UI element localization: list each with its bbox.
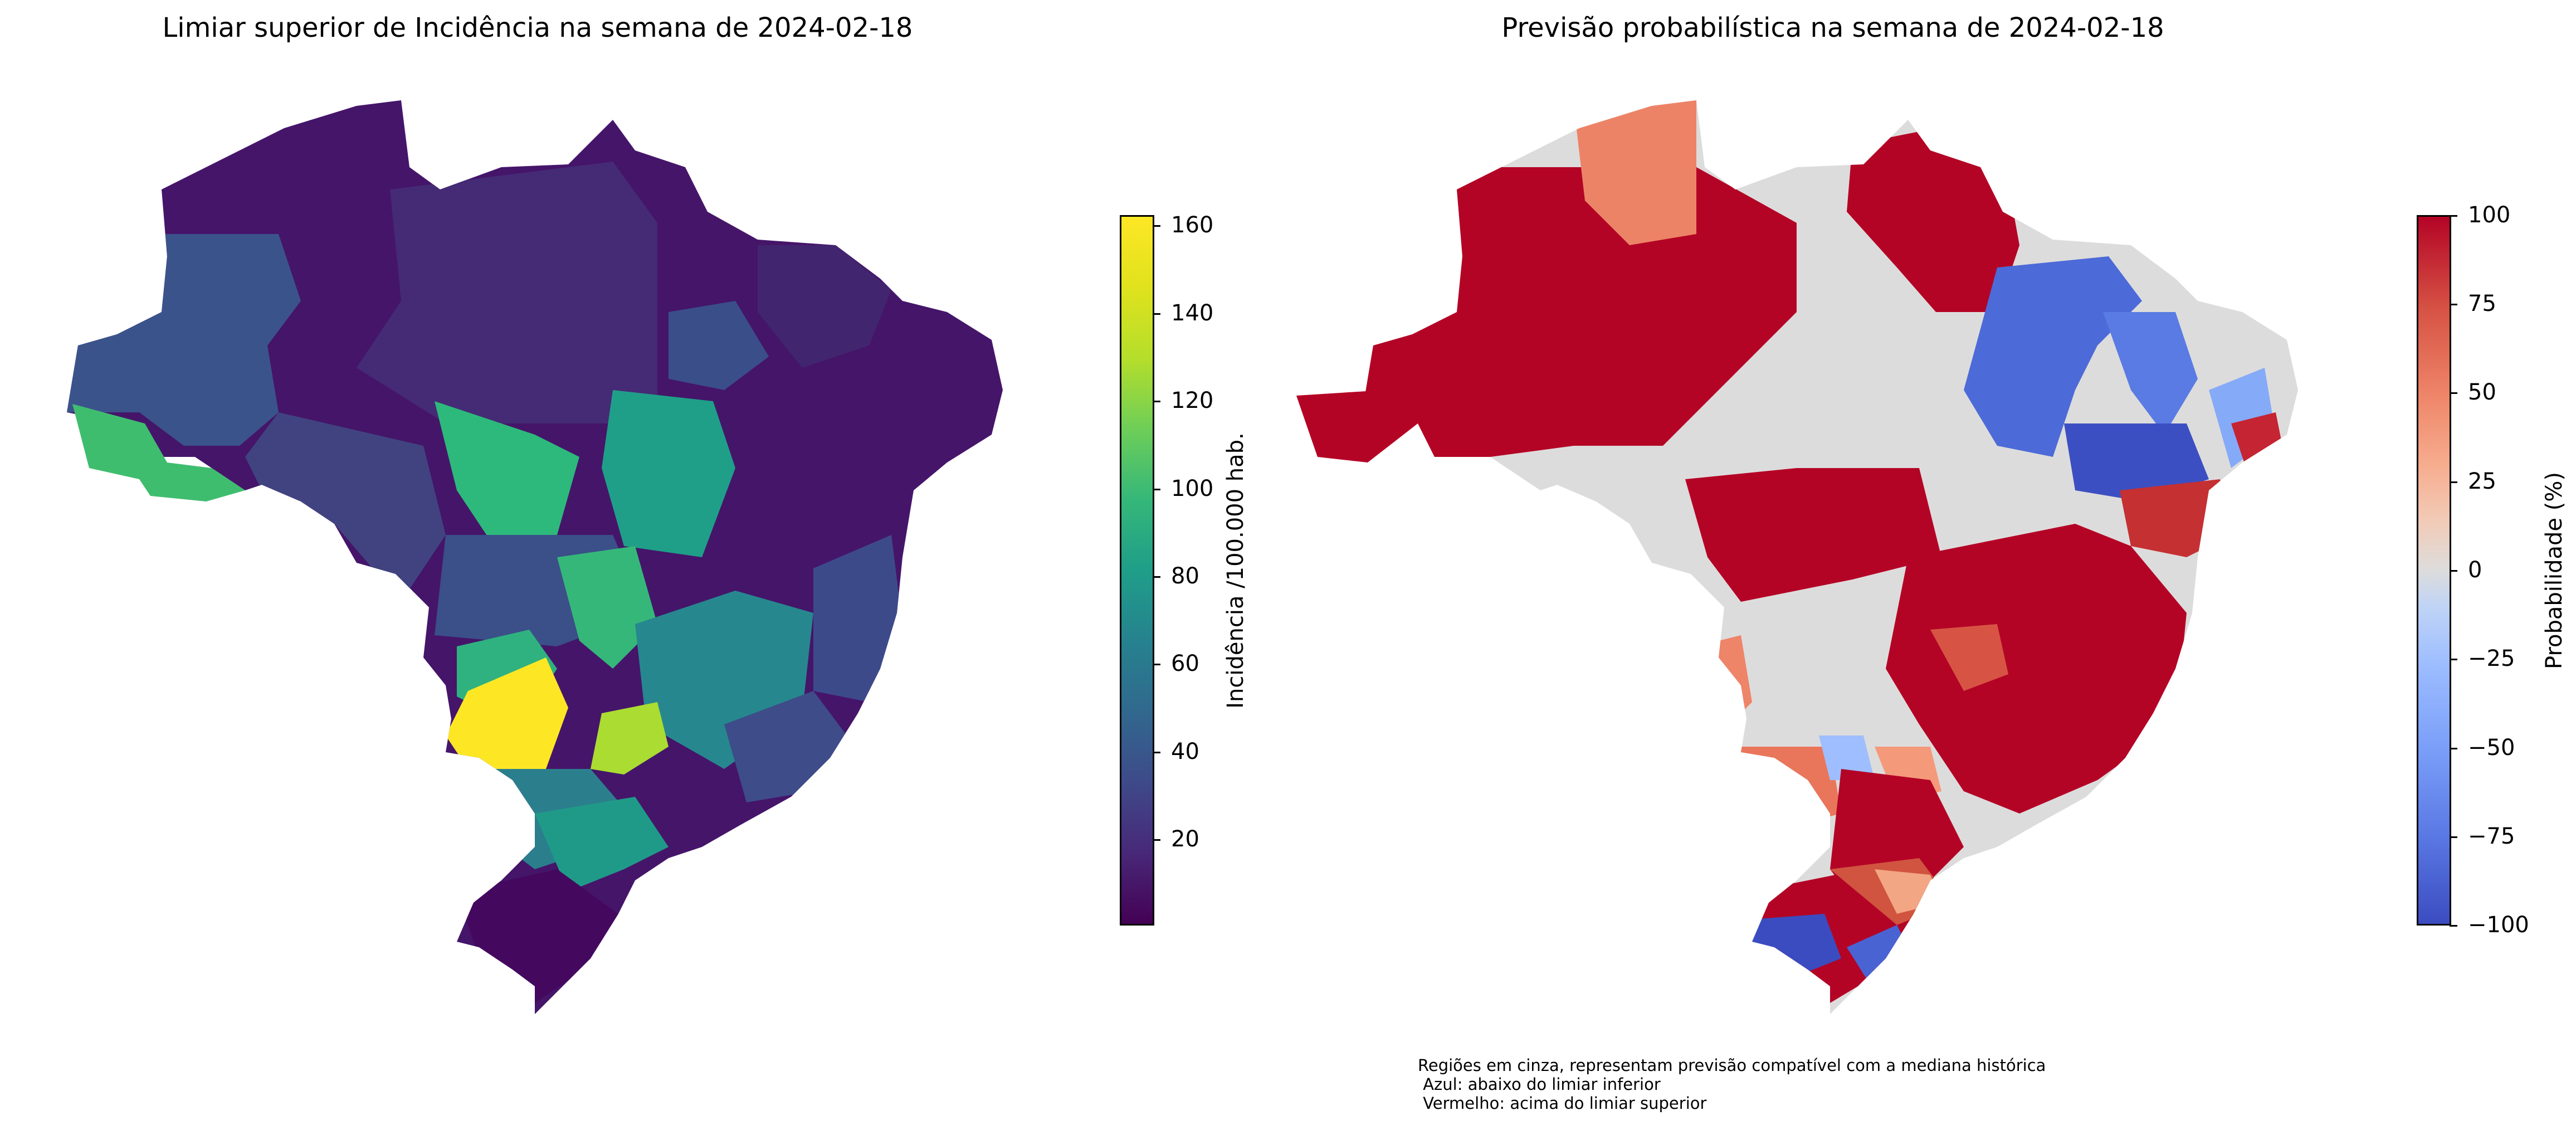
incidence-colorbar <box>1120 215 1154 926</box>
colorbar-tick-label: −50 <box>2468 735 2515 761</box>
colorbar-tick <box>1153 489 1160 490</box>
colorbar-tick-label: 100 <box>2468 202 2511 228</box>
incidence-colorbar-label: Incidência /100.000 hab. <box>1223 432 1248 709</box>
colorbar-tick <box>1153 576 1160 578</box>
colorbar-tick-label: 0 <box>2468 557 2482 583</box>
colorbar-tick-label: −75 <box>2468 824 2515 849</box>
colorbar-tick <box>1153 313 1160 315</box>
left-brazil-map <box>67 100 1003 1014</box>
colorbar-tick <box>2450 925 2457 927</box>
colorbar-tick <box>2450 659 2457 660</box>
colorbar-tick-label: 50 <box>2468 379 2496 405</box>
colorbar-tick <box>1153 225 1160 227</box>
colorbar-tick-label: 25 <box>2468 469 2496 494</box>
colorbar-tick-label: 100 <box>1171 476 1214 501</box>
colorbar-tick-label: 20 <box>1171 826 1199 852</box>
colorbar-tick <box>1153 401 1160 402</box>
colorbar-tick <box>2450 304 2457 305</box>
colorbar-tick-label: 80 <box>1171 563 1199 589</box>
colorbar-tick <box>2450 392 2457 394</box>
right-map-title: Previsão probabilística na semana de 202… <box>1501 12 2164 43</box>
colorbar-tick <box>2450 481 2457 483</box>
left-map-title: Limiar superior de Incidência na semana … <box>162 12 913 43</box>
colorbar-tick-label: 40 <box>1171 739 1199 764</box>
colorbar-tick <box>1153 664 1160 665</box>
colorbar-tick-label: −100 <box>2468 912 2529 938</box>
map-footnote: Regiões em cinza, representam previsão c… <box>1418 1056 2046 1113</box>
colorbar-tick-label: −25 <box>2468 646 2515 671</box>
colorbar-tick <box>2450 748 2457 749</box>
probability-colorbar-label: Probabilidade (%) <box>2541 472 2567 669</box>
right-brazil-map <box>1296 100 2298 1014</box>
colorbar-tick <box>1153 839 1160 841</box>
probability-colorbar <box>2417 215 2451 926</box>
colorbar-tick <box>2450 570 2457 572</box>
colorbar-tick-label: 140 <box>1171 300 1214 326</box>
colorbar-tick-label: 160 <box>1171 212 1214 238</box>
colorbar-tick <box>2450 215 2457 217</box>
colorbar-tick-label: 75 <box>2468 291 2496 316</box>
colorbar-tick <box>2450 836 2457 838</box>
colorbar-tick-label: 60 <box>1171 651 1199 676</box>
colorbar-tick <box>1153 752 1160 753</box>
colorbar-tick-label: 120 <box>1171 388 1214 413</box>
